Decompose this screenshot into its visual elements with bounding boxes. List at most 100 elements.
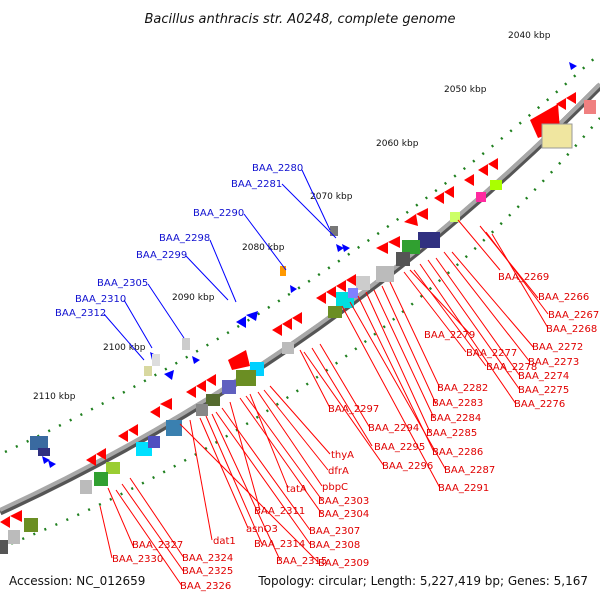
- gene-label-red[interactable]: BAA_2266: [538, 292, 589, 303]
- gene-arrow-icon[interactable]: [118, 430, 128, 442]
- gene-arrow-icon[interactable]: [48, 460, 56, 468]
- gene-arrow-icon[interactable]: [478, 164, 488, 176]
- gene-label-red[interactable]: BAA_2294: [368, 423, 419, 434]
- gene-label-blue[interactable]: BAA_2281: [231, 179, 282, 190]
- gene-arrow-icon[interactable]: [282, 318, 292, 330]
- gene-block[interactable]: [206, 394, 220, 406]
- gene-label-red[interactable]: asnO3: [246, 524, 278, 535]
- gene-arrow-icon[interactable]: [336, 280, 346, 292]
- gene-label-red[interactable]: BAA_2272: [532, 342, 583, 353]
- gene-label-red[interactable]: BAA_2324: [182, 553, 233, 564]
- gene-arrow-icon[interactable]: [160, 398, 172, 410]
- gene-arrow-icon[interactable]: [272, 324, 282, 336]
- gene-block[interactable]: [402, 240, 420, 254]
- gene-label-red[interactable]: pbpC: [322, 482, 348, 493]
- gene-label-red[interactable]: BAA_2268: [546, 324, 597, 335]
- gene-arrow-icon[interactable]: [292, 312, 302, 324]
- gene-block[interactable]: [584, 100, 596, 114]
- gene-arrow-icon[interactable]: [86, 454, 96, 466]
- gene-label-red[interactable]: BAA_2274: [518, 371, 569, 382]
- gene-block[interactable]: [476, 192, 486, 202]
- gene-label-red[interactable]: BAA_2283: [432, 398, 483, 409]
- gene-label-red[interactable]: BAA_2297: [328, 404, 379, 415]
- gene-block[interactable]: [236, 370, 256, 386]
- gene-block[interactable]: [356, 276, 370, 290]
- gene-arrow-icon[interactable]: [569, 62, 577, 70]
- gene-label-red[interactable]: BAA_2309: [318, 558, 369, 569]
- gene-block[interactable]: [396, 252, 410, 266]
- gene-label-red[interactable]: BAA_2315: [276, 556, 327, 567]
- gene-arrow-icon[interactable]: [290, 285, 297, 293]
- gene-arrow-icon[interactable]: [388, 236, 400, 248]
- gene-label-red[interactable]: BAA_2269: [498, 272, 549, 283]
- gene-block[interactable]: [8, 530, 20, 544]
- gene-block[interactable]: [348, 288, 358, 298]
- gene-label-red[interactable]: BAA_2273: [528, 357, 579, 368]
- gene-arrow-icon[interactable]: [96, 448, 106, 460]
- gene-label-red[interactable]: BAA_2279: [424, 330, 475, 341]
- gene-arrow-icon[interactable]: [336, 244, 344, 252]
- gene-arrow-icon[interactable]: [42, 456, 50, 464]
- gene-label-red[interactable]: BAA_2327: [132, 540, 183, 551]
- gene-arrow-icon[interactable]: [228, 350, 250, 370]
- gene-block[interactable]: [0, 540, 8, 554]
- gene-label-red[interactable]: BAA_2303: [318, 496, 369, 507]
- gene-label-red[interactable]: dat1: [213, 536, 236, 547]
- gene-block[interactable]: [222, 380, 236, 394]
- gene-block[interactable]: [80, 480, 92, 494]
- gene-arrow-icon[interactable]: [346, 274, 356, 286]
- gene-arrow-icon[interactable]: [566, 92, 576, 104]
- gene-block[interactable]: [490, 180, 502, 190]
- gene-arrow-icon[interactable]: [444, 186, 454, 198]
- gene-block[interactable]: [152, 354, 160, 366]
- gene-label-red[interactable]: BAA_2325: [182, 566, 233, 577]
- gene-block[interactable]: [541, 123, 573, 149]
- gene-arrow-icon[interactable]: [196, 380, 206, 392]
- gene-arrow-icon[interactable]: [206, 374, 216, 386]
- gene-arrow-icon[interactable]: [464, 174, 474, 186]
- gene-arrow-icon[interactable]: [488, 158, 498, 170]
- gene-label-red[interactable]: BAA_2282: [437, 383, 488, 394]
- gene-label-blue[interactable]: BAA_2305: [97, 278, 148, 289]
- gene-label-blue[interactable]: BAA_2312: [55, 308, 106, 319]
- gene-arrow-icon[interactable]: [150, 406, 160, 418]
- gene-label-blue[interactable]: BAA_2290: [193, 208, 244, 219]
- gene-label-red[interactable]: dfrA: [328, 466, 349, 477]
- gene-arrow-icon[interactable]: [376, 242, 388, 254]
- gene-label-blue[interactable]: BAA_2280: [252, 163, 303, 174]
- gene-arrow-icon[interactable]: [236, 316, 246, 328]
- gene-label-red[interactable]: BAA_2311: [254, 506, 305, 517]
- gene-block[interactable]: [94, 472, 108, 486]
- gene-block[interactable]: [106, 462, 120, 474]
- gene-block[interactable]: [166, 420, 182, 436]
- gene-arrow-icon[interactable]: [326, 286, 336, 298]
- gene-block[interactable]: [144, 366, 152, 376]
- gene-label-red[interactable]: BAA_2286: [432, 447, 483, 458]
- gene-arrow-icon[interactable]: [186, 386, 196, 398]
- gene-label-red[interactable]: BAA_2278: [486, 362, 537, 373]
- gene-label-red[interactable]: BAA_2267: [548, 310, 599, 321]
- gene-arrow-icon[interactable]: [0, 516, 10, 528]
- gene-block[interactable]: [330, 226, 338, 236]
- gene-block[interactable]: [182, 338, 190, 350]
- gene-block[interactable]: [328, 306, 342, 318]
- gene-label-red[interactable]: BAA_2314: [254, 539, 305, 550]
- gene-label-red[interactable]: BAA_2287: [444, 465, 495, 476]
- gene-arrow-icon[interactable]: [164, 370, 174, 380]
- gene-arrow-icon[interactable]: [316, 292, 326, 304]
- gene-label-red[interactable]: BAA_2285: [426, 428, 477, 439]
- gene-arrow-icon[interactable]: [342, 244, 350, 252]
- gene-arrow-icon[interactable]: [416, 208, 428, 220]
- gene-label-red[interactable]: BAA_2291: [438, 483, 489, 494]
- gene-label-red[interactable]: BAA_2304: [318, 509, 369, 520]
- gene-label-blue[interactable]: BAA_2298: [159, 233, 210, 244]
- gene-arrow-icon[interactable]: [246, 311, 258, 321]
- gene-arrow-icon[interactable]: [128, 424, 138, 436]
- gene-arrow-icon[interactable]: [556, 98, 566, 110]
- gene-block[interactable]: [148, 436, 160, 448]
- gene-label-red[interactable]: BAA_2284: [430, 413, 481, 424]
- gene-label-red[interactable]: BAA_2296: [382, 461, 433, 472]
- gene-label-red[interactable]: thyA: [331, 450, 354, 461]
- gene-label-red[interactable]: tatA: [286, 484, 307, 495]
- gene-label-red[interactable]: BAA_2295: [374, 442, 425, 453]
